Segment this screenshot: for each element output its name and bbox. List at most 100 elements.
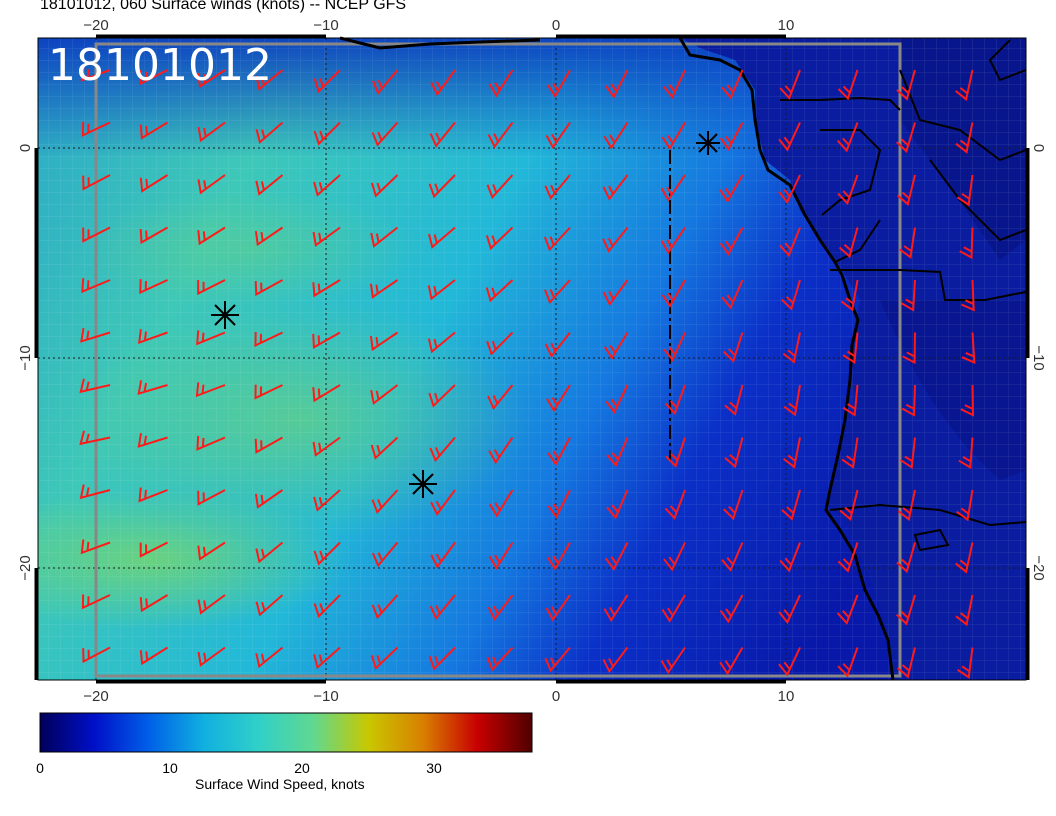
colorbar-tick: 0	[36, 760, 44, 776]
wind-barb	[606, 489, 629, 520]
wind-barb	[719, 122, 744, 151]
wind-barb	[79, 430, 111, 446]
lon-label-bottom: −10	[313, 688, 338, 705]
wind-barb	[719, 227, 744, 256]
wind-barb	[605, 69, 629, 99]
wind-barb	[546, 69, 571, 98]
wind-barb	[603, 594, 629, 623]
lon-label-top: 10	[778, 17, 795, 34]
wind-barb	[139, 174, 169, 193]
wind-barb	[545, 594, 571, 622]
wind-barb	[956, 174, 974, 207]
wind-barb	[139, 541, 168, 558]
lat-label-left: −10	[17, 345, 34, 370]
wind-barb	[779, 542, 801, 573]
wind-barb	[783, 384, 801, 417]
lat-label-left: −20	[17, 555, 34, 580]
wind-barb	[960, 384, 974, 417]
wind-barb	[841, 437, 859, 469]
colorbar	[39, 712, 533, 753]
wind-barb	[487, 384, 514, 411]
wind-barb	[955, 542, 974, 574]
wind-barb	[313, 69, 341, 94]
wind-barb	[897, 647, 916, 679]
wind-barb	[840, 279, 859, 312]
wind-barb	[197, 121, 226, 143]
wind-barb	[139, 69, 168, 86]
wind-barb	[837, 647, 859, 678]
wind-barb	[897, 489, 916, 522]
lat-label-left: 0	[17, 144, 34, 152]
frame-ticks	[34, 34, 1030, 684]
wind-barb	[312, 384, 341, 403]
wind-barb	[370, 646, 399, 671]
wind-barb	[137, 433, 168, 448]
wind-barb	[427, 279, 456, 301]
wind-barb	[312, 331, 341, 349]
wind-barb	[721, 542, 744, 572]
wind-barb	[255, 594, 284, 617]
wind-barb	[80, 539, 111, 555]
wind-barb	[197, 279, 226, 296]
wind-barb	[138, 329, 168, 344]
wind-barb	[312, 279, 341, 298]
wind-barb	[547, 489, 571, 519]
wind-barb	[371, 121, 399, 147]
wind-barb	[139, 121, 169, 140]
wind-barb	[80, 327, 111, 343]
wind-barb	[663, 332, 686, 362]
lon-label-bottom: 10	[778, 688, 795, 705]
wind-barb	[370, 226, 399, 248]
wind-barb	[313, 594, 341, 619]
lon-labels: −20 −10 0 10 −20 −10 0 10	[83, 17, 794, 705]
wind-barb	[724, 437, 744, 469]
wind-barb	[603, 331, 629, 361]
lat-label-right: −20	[1030, 555, 1047, 580]
wind-barb	[898, 227, 916, 259]
wind-barb	[197, 541, 226, 561]
wind-barbs	[79, 66, 976, 679]
wind-barb	[896, 174, 916, 206]
wind-barb	[782, 437, 801, 469]
wind-barb	[485, 279, 514, 303]
wind-barb	[487, 594, 514, 621]
wind-barb	[778, 647, 801, 677]
wind-barb	[842, 384, 859, 417]
wind-barb	[665, 437, 686, 468]
wind-barb	[959, 227, 974, 260]
wind-barb	[430, 489, 456, 516]
marker-north	[696, 131, 720, 155]
wind-barb	[487, 121, 514, 149]
colorbar-tick: 20	[294, 760, 310, 776]
wind-barb	[544, 174, 571, 200]
wind-barb	[371, 541, 399, 568]
wind-barb	[603, 121, 629, 150]
wind-barb	[958, 437, 974, 470]
wind-barb	[428, 646, 456, 671]
wind-barb	[957, 647, 974, 679]
wind-barb	[371, 489, 399, 515]
wind-barb	[782, 332, 801, 364]
wind-barb	[488, 69, 514, 98]
wind-barb	[663, 542, 686, 572]
wind-barb	[369, 331, 399, 352]
wind-barb	[902, 332, 916, 365]
lon-label-bottom: −20	[83, 688, 108, 705]
wind-barb	[780, 279, 801, 311]
wind-barb	[430, 69, 456, 97]
wind-barb	[371, 69, 399, 95]
wind-barb	[961, 332, 976, 364]
wind-speed-field	[38, 38, 1026, 680]
wind-barb	[544, 646, 571, 673]
wind-barb	[429, 436, 456, 463]
wind-barb	[313, 121, 341, 146]
map-frame	[37, 37, 1027, 681]
wind-barb	[254, 384, 283, 400]
wind-barb	[81, 121, 111, 137]
wind-barb	[547, 437, 571, 466]
wind-barb	[602, 279, 629, 307]
wind-barb	[955, 122, 974, 154]
wind-barb	[901, 279, 916, 312]
wind-barb	[82, 646, 111, 664]
lon-label-top: −20	[83, 17, 108, 34]
